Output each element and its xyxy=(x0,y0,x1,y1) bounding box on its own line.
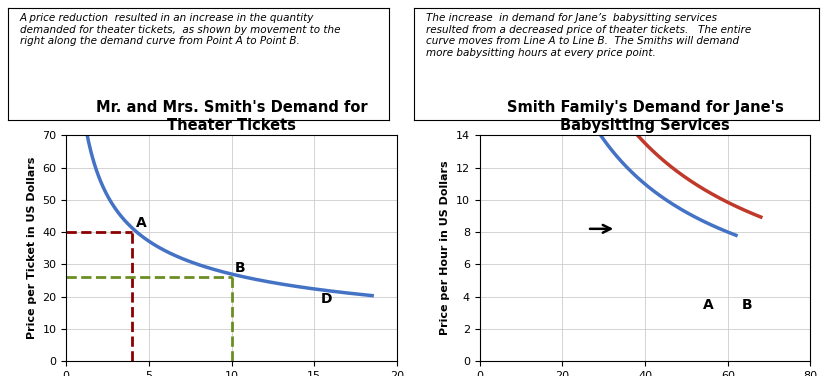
Title: Mr. and Mrs. Smith's Demand for
Theater Tickets: Mr. and Mrs. Smith's Demand for Theater … xyxy=(96,100,367,133)
Title: Smith Family's Demand for Jane's
Babysitting Services: Smith Family's Demand for Jane's Babysit… xyxy=(507,100,783,133)
Text: B: B xyxy=(743,299,753,312)
Text: A: A xyxy=(703,299,714,312)
Y-axis label: Price per Ticket in US Dollars: Price per Ticket in US Dollars xyxy=(26,157,36,340)
Text: A: A xyxy=(136,216,146,230)
Text: A price reduction  resulted in an increase in the quantity
demanded for theater : A price reduction resulted in an increas… xyxy=(20,13,340,46)
Text: B: B xyxy=(235,261,246,275)
Text: D: D xyxy=(321,292,332,306)
Y-axis label: Price per Hour in US Dollars: Price per Hour in US Dollars xyxy=(440,161,450,335)
Text: The increase  in demand for Jane’s  babysitting services
resulted from a decreas: The increase in demand for Jane’s babysi… xyxy=(426,13,751,58)
